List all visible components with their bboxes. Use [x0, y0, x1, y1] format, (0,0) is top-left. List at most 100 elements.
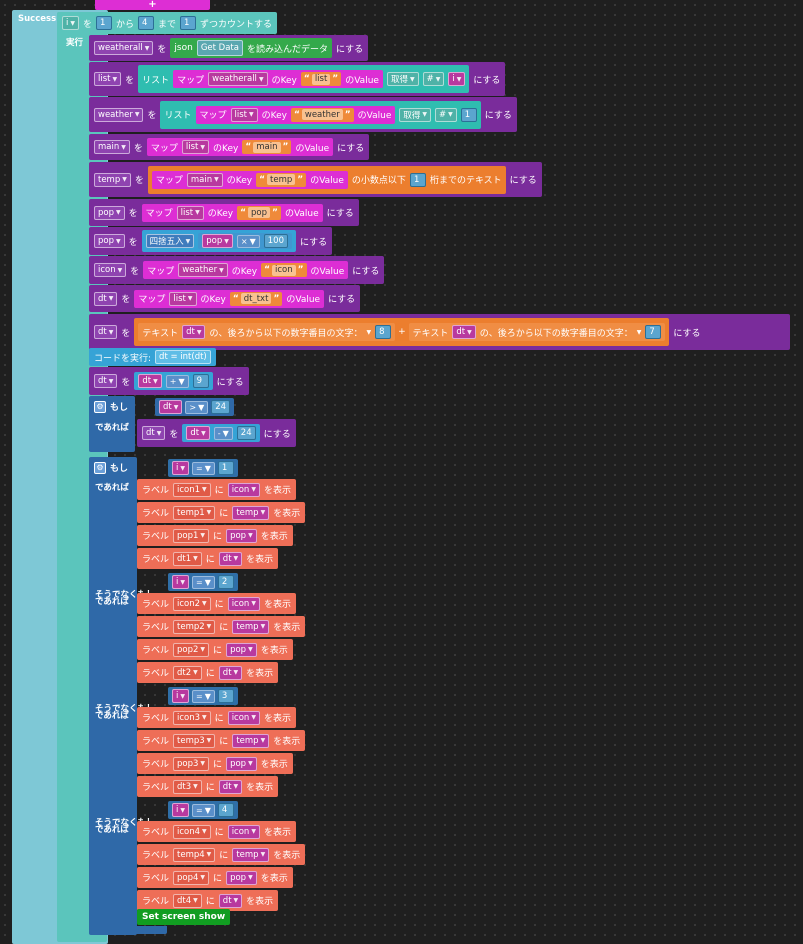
set-weather-block[interactable]: weather ▼ を リスト マップ list ▼ のKey “weather” … — [89, 97, 517, 132]
value-var-ref[interactable]: icon ▼ — [227, 710, 260, 725]
add-operator[interactable]: + ▼ — [165, 374, 189, 388]
multiply-block[interactable]: pop ▼ × ▼ 100 — [198, 233, 292, 249]
compare-number[interactable]: 4 — [217, 803, 234, 817]
decimal-number[interactable]: 1 — [409, 172, 426, 187]
label-component-dropdown[interactable]: icon4 ▼ — [173, 824, 211, 839]
label-component-dropdown[interactable]: temp1 ▼ — [173, 505, 216, 520]
value-var-ref[interactable]: temp ▼ — [232, 847, 270, 862]
label-component-dropdown[interactable]: icon2 ▼ — [173, 596, 211, 611]
add-block-button[interactable]: + — [95, 0, 210, 10]
format-decimal-block[interactable]: マップ main ▼ のKey “temp” のValue の小数点以下 1 桁ま… — [147, 165, 506, 194]
var-dt-ref[interactable]: dt ▼ — [186, 426, 210, 440]
label-show-block[interactable]: ラベル dt3 ▼ に dt ▼ を表示 — [137, 776, 279, 797]
set-pop-block[interactable]: pop ▼ を マップ list ▼ のKey “pop” のValue にする — [89, 199, 359, 226]
for-loop-header[interactable]: i ▼ を 1 から 4 まで 1 ずつカウントする — [57, 12, 278, 34]
loop-step-number[interactable]: 1 — [180, 16, 197, 30]
label-show-block[interactable]: ラベル pop1 ▼ に pop ▼ を表示 — [137, 525, 293, 546]
string-icon-value[interactable]: icon — [272, 264, 296, 276]
var-list-ref[interactable]: list ▼ — [169, 291, 197, 306]
set-list-block[interactable]: list ▼ を リスト マップ weatherall ▼ のKey “list” … — [89, 62, 506, 96]
map-get-block[interactable]: マップ list ▼ のKey “main” のValue — [146, 138, 334, 156]
compare-block-i-1[interactable]: i ▼ = ▼ 1 — [168, 459, 238, 477]
map-get-block[interactable]: マップ weather ▼ のKey “icon” のValue — [143, 261, 349, 279]
gear-icon[interactable]: ⚙ — [94, 400, 106, 413]
compare-number[interactable]: 2 — [217, 575, 234, 589]
string-temp-value[interactable]: temp — [267, 174, 296, 185]
label-show-block[interactable]: ラベル temp2 ▼ に temp ▼ を表示 — [137, 616, 306, 637]
eq-operator[interactable]: = ▼ — [192, 689, 215, 703]
var-weatherall-ref[interactable]: weatherall ▼ — [208, 72, 268, 86]
value-var-ref[interactable]: temp ▼ — [232, 733, 270, 748]
value-var-ref[interactable]: dt ▼ — [218, 665, 243, 680]
var-dt-ref[interactable]: dt ▼ — [138, 374, 162, 388]
string-list-value[interactable]: list — [311, 73, 331, 85]
get-data-component[interactable]: Get Data — [196, 40, 243, 56]
var-pop-dropdown[interactable]: pop ▼ — [94, 234, 125, 248]
map-get-block[interactable]: マップ main ▼ のKey “temp” のValue — [151, 170, 348, 189]
var-dt-ref[interactable]: dt ▼ — [452, 325, 476, 339]
eq-operator[interactable]: = ▼ — [192, 575, 215, 589]
multiply-number[interactable]: 100 — [263, 234, 288, 248]
map-get-block[interactable]: マップ list ▼ のKey “weather” のValue — [195, 105, 396, 124]
loop-var-dropdown[interactable]: i ▼ — [62, 16, 79, 30]
label-component-dropdown[interactable]: icon3 ▼ — [173, 710, 211, 725]
value-var-ref[interactable]: icon ▼ — [227, 824, 260, 839]
var-list-dropdown[interactable]: list ▼ — [94, 72, 122, 86]
var-pop-ref[interactable]: pop ▼ — [202, 234, 233, 248]
get-dropdown[interactable]: 取得 ▼ — [399, 107, 431, 122]
value-var-ref[interactable]: icon ▼ — [227, 596, 260, 611]
label-component-dropdown[interactable]: temp2 ▼ — [173, 619, 216, 634]
var-main-ref[interactable]: main ▼ — [186, 172, 223, 187]
string-dt-txt-value[interactable]: dt_txt — [240, 293, 272, 304]
concat-block[interactable]: テキスト dt ▼ の、後ろから以下の数字番目の文字： ▼ 8 + テキスト dt… — [134, 318, 670, 346]
list-get-block[interactable]: リスト マップ list ▼ のKey “weather” のValue 取得 ▼ … — [160, 100, 481, 129]
string-main-value[interactable]: main — [253, 141, 281, 153]
value-var-ref[interactable]: temp ▼ — [232, 619, 270, 634]
compare-number[interactable]: 1 — [217, 461, 234, 475]
value-var-ref[interactable]: dt ▼ — [218, 779, 243, 794]
substring-number-1[interactable]: 8 — [375, 325, 392, 339]
dropdown-arrow-icon[interactable]: ▼ — [366, 328, 372, 336]
run-code-block[interactable]: コードを実行: dt = int(dt) — [89, 348, 216, 366]
set-dt-sub-block[interactable]: dt ▼ を dt ▼ - ▼ 24 にする — [137, 419, 296, 447]
var-list-ref[interactable]: list ▼ — [181, 140, 210, 154]
label-component-dropdown[interactable]: dt3 ▼ — [173, 779, 202, 794]
compare-block-i-2[interactable]: i ▼ = ▼ 2 — [168, 573, 238, 591]
value-var-ref[interactable]: icon ▼ — [227, 482, 260, 497]
label-show-block[interactable]: ラベル temp1 ▼ に temp ▼ を表示 — [137, 502, 306, 523]
subtract-number[interactable]: 24 — [236, 426, 256, 440]
label-show-block[interactable]: ラベル icon2 ▼ に icon ▼ を表示 — [137, 593, 296, 614]
string-pop-value[interactable]: pop — [248, 207, 271, 218]
var-main-dropdown[interactable]: main ▼ — [94, 140, 130, 154]
map-get-block[interactable]: マップ list ▼ のKey “dt_txt” のValue — [134, 289, 325, 308]
string-dt-txt[interactable]: “dt_txt” — [229, 291, 283, 306]
label-show-block[interactable]: ラベル dt1 ▼ に dt ▼ を表示 — [137, 548, 279, 569]
var-pop-dropdown[interactable]: pop ▼ — [94, 205, 125, 220]
var-dt-dropdown[interactable]: dt ▼ — [94, 374, 118, 388]
var-i-ref[interactable]: i ▼ — [448, 72, 466, 86]
list-get-block[interactable]: リスト マップ weatherall ▼ のKey “list” のValue 取… — [138, 65, 470, 93]
label-component-dropdown[interactable]: dt4 ▼ — [173, 893, 202, 908]
label-show-block[interactable]: ラベル icon4 ▼ に icon ▼ を表示 — [137, 821, 296, 842]
label-component-dropdown[interactable]: temp4 ▼ — [173, 847, 216, 862]
round-dropdown[interactable]: 四捨五入 ▼ — [145, 234, 195, 248]
string-main[interactable]: “main” — [242, 140, 292, 154]
json-get-data-block[interactable]: json Get Data を読み込んだデータ — [170, 38, 332, 58]
label-show-block[interactable]: ラベル dt4 ▼ に dt ▼ を表示 — [137, 890, 279, 911]
label-component-dropdown[interactable]: pop1 ▼ — [173, 528, 210, 543]
hash-dropdown[interactable]: # ▼ — [422, 72, 445, 86]
var-weather-dropdown[interactable]: weather ▼ — [94, 107, 144, 122]
label-component-dropdown[interactable]: pop3 ▼ — [173, 756, 210, 771]
string-weather[interactable]: “weather” — [290, 107, 354, 122]
label-component-dropdown[interactable]: dt1 ▼ — [173, 551, 202, 566]
var-dt-ref[interactable]: dt ▼ — [159, 400, 183, 414]
string-icon[interactable]: “icon” — [261, 263, 307, 277]
var-list-ref[interactable]: list ▼ — [176, 205, 204, 220]
value-var-ref[interactable]: dt ▼ — [218, 551, 243, 566]
gt-operator[interactable]: > ▼ — [185, 400, 209, 414]
compare-block-i-3[interactable]: i ▼ = ▼ 3 — [168, 687, 238, 705]
var-temp-dropdown[interactable]: temp ▼ — [94, 172, 131, 187]
if-block-2[interactable] — [89, 457, 137, 935]
label-component-dropdown[interactable]: temp3 ▼ — [173, 733, 216, 748]
string-pop[interactable]: “pop” — [237, 205, 281, 220]
